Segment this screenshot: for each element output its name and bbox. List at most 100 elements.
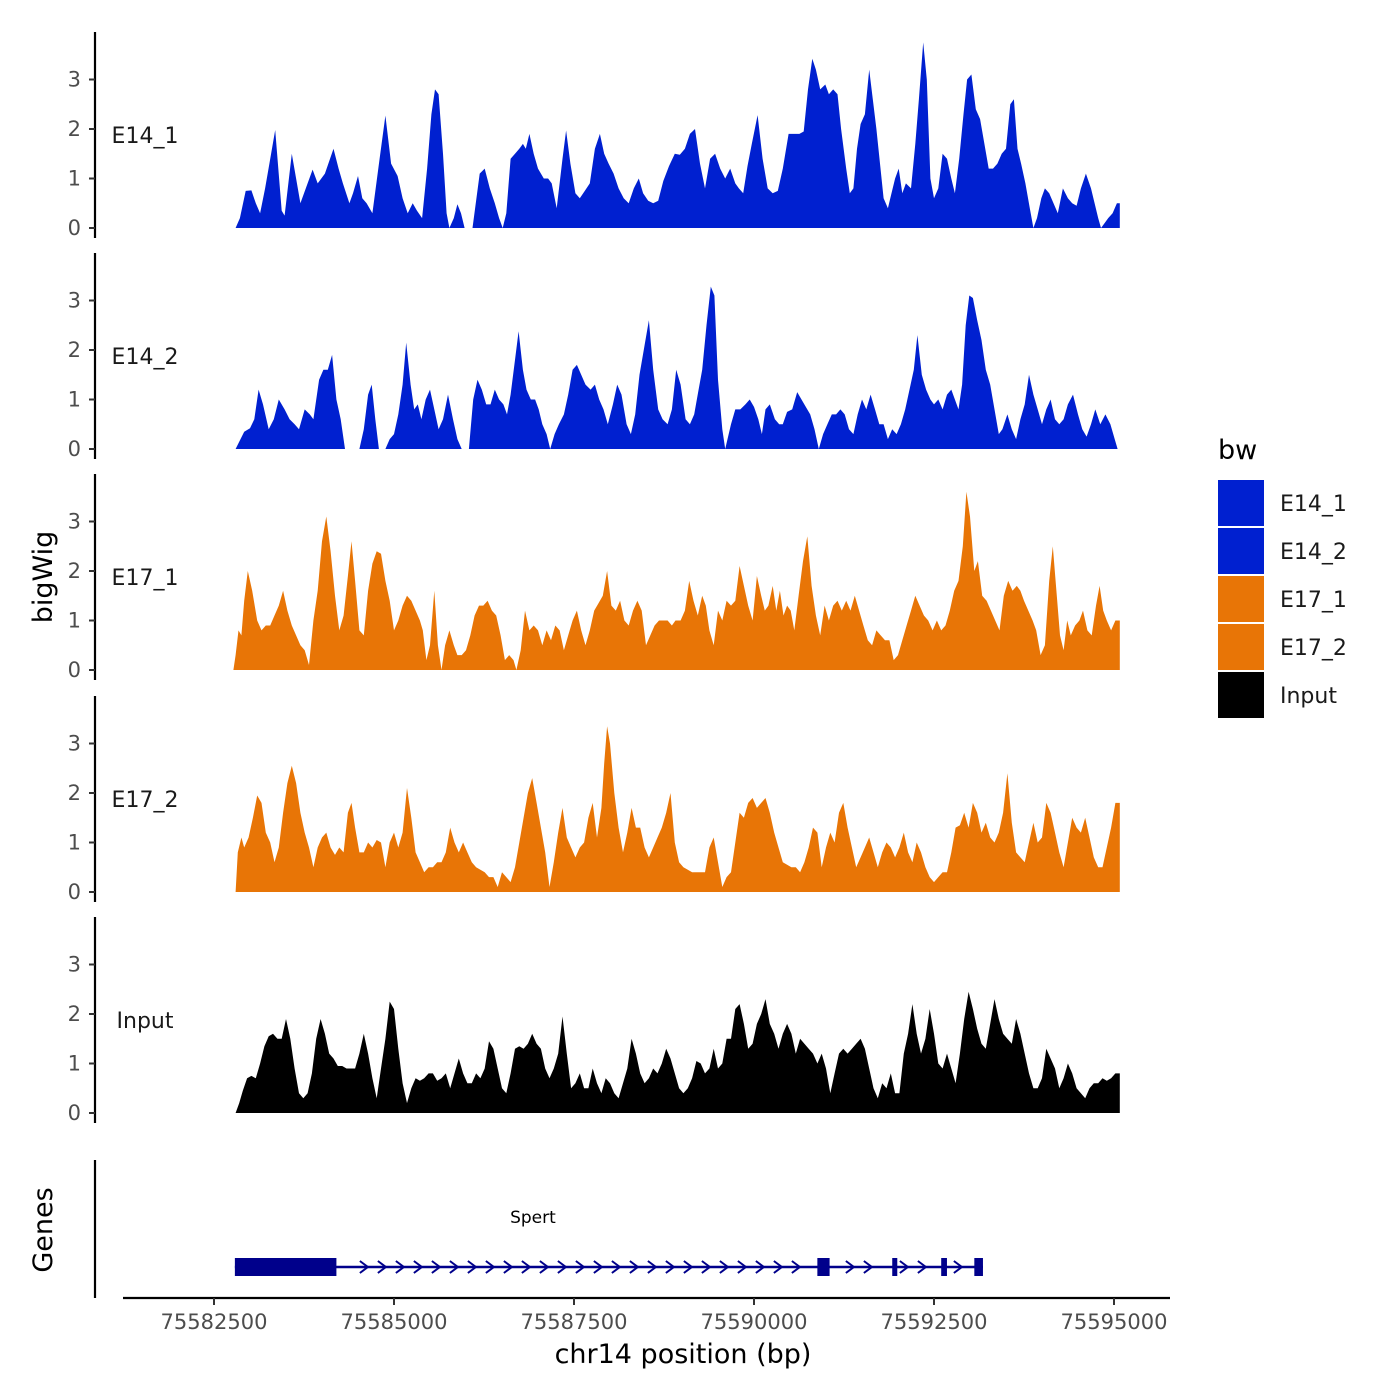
y-tick-label: 0 [68,658,81,682]
legend-entry: E17_2 [1218,624,1347,670]
strand-arrow [629,1260,640,1274]
y-tick-label: 3 [68,732,81,756]
track-E14_2: 0 1 2 3 E14_2 [68,253,1118,461]
y-axis-title: bigWig [28,531,59,624]
strand-arrow [791,1260,802,1274]
strand-arrow [755,1260,766,1274]
strand-arrow [773,1260,784,1274]
legend-label: E14_1 [1280,492,1347,517]
coverage-area-E17_2 [235,726,1120,892]
y-tick-label: 2 [68,338,81,362]
track-label: E17_2 [112,788,179,813]
track-E14_1: 0 1 2 3 E14_1 [68,32,1120,240]
y-tick-label: 0 [68,437,81,461]
strand-arrow [359,1260,370,1274]
y-tick-label: 1 [68,1052,81,1076]
strand-arrow [953,1260,964,1274]
legend: bw E14_1 E14_2 E17_1 E17_2 Input [1218,435,1347,718]
y-tick-label: 3 [68,68,81,92]
strand-arrow [611,1260,622,1274]
track-E17_1: 0 1 2 3 E17_1 [68,474,1120,682]
legend-label: Input [1280,684,1337,709]
legend-label: E17_1 [1280,588,1347,613]
x-axis-title: chr14 position (bp) [555,1339,812,1370]
strand-arrow [737,1260,748,1274]
y-tick-label: 3 [68,289,81,313]
legend-entry: E17_1 [1218,576,1347,622]
legend-label: E14_2 [1280,540,1347,565]
track-label: E14_2 [112,345,179,370]
y-tick-label: 2 [68,559,81,583]
strand-arrow [647,1260,658,1274]
strand-arrow [863,1260,874,1274]
strand-arrow [557,1260,568,1274]
x-tick-label: 75585000 [341,1310,448,1334]
strand-arrow [413,1260,424,1274]
strand-arrow [845,1260,856,1274]
legend-entry: Input [1218,672,1337,718]
x-tick-label: 75582500 [161,1310,268,1334]
y-tick-label: 0 [68,1101,81,1125]
y-tick-label: 1 [68,167,81,191]
strand-arrow [521,1260,532,1274]
gene-exon [817,1258,830,1276]
legend-swatch [1218,624,1264,670]
track-label: Input [117,1009,174,1034]
strand-arrow [485,1260,496,1274]
gene-track: Spert [93,1160,983,1298]
x-tick-label: 75592500 [881,1310,988,1334]
strand-arrow [539,1260,550,1274]
strand-arrow [917,1260,928,1274]
legend-entry: E14_1 [1218,480,1347,526]
gene-exon [941,1258,947,1276]
legend-entry: E14_2 [1218,528,1347,574]
strand-arrow [683,1260,694,1274]
strand-arrow [395,1260,406,1274]
gene-name-label: Spert [510,1208,556,1228]
strand-arrow [899,1260,910,1274]
track-label: E17_1 [112,566,179,591]
gene-exon [974,1258,983,1276]
legend-swatch [1218,480,1264,526]
x-tick-label: 75595000 [1061,1310,1168,1334]
legend-swatch [1218,672,1264,718]
y-tick-label: 3 [68,953,81,977]
y-tick-label: 0 [68,880,81,904]
x-axis: 75582500 75585000 75587500 75590000 75592500… [123,1296,1170,1334]
strand-arrow [467,1260,478,1274]
strand-arrow [701,1260,712,1274]
strand-arrow [431,1260,442,1274]
coverage-area-E14_2 [235,286,1118,449]
coverage-area-E14_1 [235,42,1120,229]
y-tick-label: 3 [68,510,81,534]
strand-arrow [449,1260,460,1274]
legend-swatch [1218,528,1264,574]
strand-arrow [665,1260,676,1274]
strand-arrow [575,1260,586,1274]
coverage-area-E17_1 [233,491,1120,670]
track-Input: 0 1 2 3 Input [68,917,1120,1125]
y-tick-label: 0 [68,216,81,240]
track-label: E14_1 [112,124,179,149]
x-tick-label: 75590000 [701,1310,808,1334]
strand-arrow [593,1260,604,1274]
y-tick-label: 1 [68,388,81,412]
gene-exon [234,1258,337,1276]
x-tick-label: 75587500 [521,1310,628,1334]
track-E17_2: 0 1 2 3 E17_2 [68,696,1120,904]
strand-arrow [719,1260,730,1274]
strand-arrow [503,1260,514,1274]
legend-label: E17_2 [1280,636,1347,661]
legend-title: bw [1218,435,1257,466]
y-tick-label: 1 [68,831,81,855]
y-tick-label: 2 [68,781,81,805]
y-tick-label: 2 [68,117,81,141]
coverage-area-Input [235,991,1120,1113]
gene-exon [892,1258,898,1276]
legend-swatch [1218,576,1264,622]
y-tick-label: 2 [68,1002,81,1026]
strand-arrow [377,1260,388,1274]
genes-axis-title: Genes [28,1187,59,1272]
